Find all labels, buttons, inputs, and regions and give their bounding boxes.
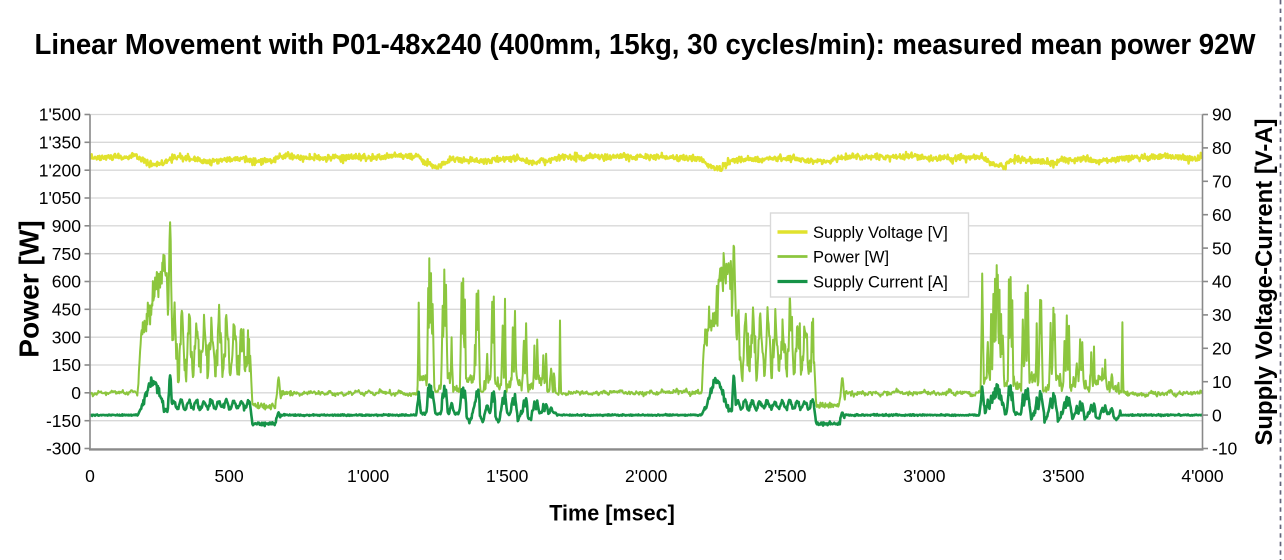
svg-text:450: 450 [52, 300, 81, 320]
svg-text:30: 30 [1212, 305, 1232, 325]
svg-text:1'500: 1'500 [486, 466, 529, 486]
svg-text:-150: -150 [46, 411, 81, 431]
svg-text:Supply Current [A]: Supply Current [A] [813, 273, 948, 291]
svg-text:2'000: 2'000 [625, 466, 668, 486]
svg-text:300: 300 [52, 327, 81, 347]
svg-text:0: 0 [85, 466, 95, 486]
svg-text:40: 40 [1212, 272, 1232, 292]
svg-text:Time [msec]: Time [msec] [549, 501, 675, 526]
svg-text:500: 500 [214, 466, 243, 486]
svg-text:3'500: 3'500 [1042, 466, 1085, 486]
svg-text:1'000: 1'000 [347, 466, 390, 486]
svg-text:900: 900 [52, 216, 81, 236]
svg-text:Linear Movement with P01-48x24: Linear Movement with P01-48x240 (400mm, … [35, 29, 1257, 61]
svg-text:50: 50 [1212, 238, 1232, 258]
svg-text:1'350: 1'350 [39, 133, 82, 153]
svg-text:1'200: 1'200 [39, 160, 82, 180]
svg-text:2'500: 2'500 [764, 466, 807, 486]
svg-text:600: 600 [52, 272, 81, 292]
svg-text:10: 10 [1212, 372, 1232, 392]
svg-text:Supply Voltage [V]: Supply Voltage [V] [813, 224, 948, 242]
svg-text:150: 150 [52, 355, 81, 375]
svg-text:1'500: 1'500 [39, 105, 82, 125]
svg-text:1'050: 1'050 [39, 188, 82, 208]
svg-text:Power [W]: Power [W] [813, 248, 889, 266]
svg-text:90: 90 [1212, 105, 1232, 125]
svg-text:-300: -300 [46, 439, 81, 459]
svg-text:Power [W]: Power [W] [14, 220, 45, 358]
svg-text:70: 70 [1212, 172, 1232, 192]
svg-text:750: 750 [52, 244, 81, 264]
svg-text:-10: -10 [1212, 439, 1238, 459]
svg-text:3'000: 3'000 [903, 466, 946, 486]
svg-text:20: 20 [1212, 339, 1232, 359]
svg-text:60: 60 [1212, 205, 1232, 225]
svg-text:80: 80 [1212, 138, 1232, 158]
svg-text:Supply Voltage-Current [V-A]: Supply Voltage-Current [V-A] [1251, 119, 1278, 446]
svg-text:0: 0 [71, 383, 81, 403]
svg-text:0: 0 [1212, 405, 1222, 425]
svg-text:4'000: 4'000 [1181, 466, 1224, 486]
